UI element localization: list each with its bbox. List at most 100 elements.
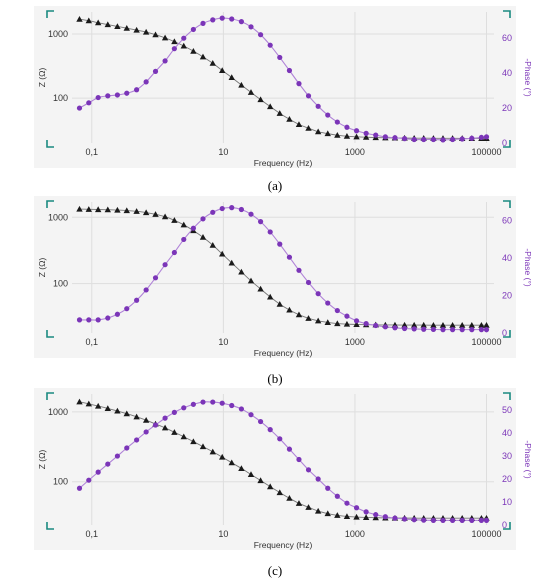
impedance-marker (276, 110, 283, 116)
y2-tick-label: 50 (502, 405, 512, 415)
impedance-marker (94, 402, 102, 409)
impedance-fit-line (79, 18, 487, 139)
phase-marker (334, 307, 340, 314)
phase-marker (86, 100, 92, 106)
impedance-marker (161, 424, 169, 431)
impedance-marker (219, 453, 226, 460)
corner-bracket-bottom-left (46, 140, 54, 148)
impedance-marker (353, 513, 360, 520)
phase-fit-line (79, 207, 487, 331)
impedance-marker (76, 15, 83, 22)
phase-marker (124, 306, 130, 312)
impedance-marker (314, 128, 322, 135)
impedance-marker (305, 125, 312, 131)
impedance-marker (449, 321, 456, 328)
impedance-marker (324, 130, 331, 137)
impedance-marker (483, 321, 490, 328)
impedance-marker (247, 471, 255, 478)
corner-bracket-top-right (503, 200, 511, 208)
y2-tick-label: 0 (502, 138, 507, 148)
corner-bracket-bottom-left (46, 330, 54, 338)
impedance-marker (314, 507, 322, 514)
impedance-marker (295, 500, 303, 506)
phase-marker (353, 318, 360, 324)
impedance-marker (266, 103, 274, 110)
phase-marker (86, 317, 92, 323)
phase-marker (190, 225, 196, 231)
phase-marker (143, 429, 149, 435)
phase-marker (171, 46, 177, 52)
impedance-marker (238, 81, 245, 88)
phase-marker (421, 326, 427, 332)
impedance-marker (353, 321, 360, 328)
phase-marker (219, 205, 225, 212)
impedance-marker (123, 25, 130, 31)
phase-marker (219, 15, 225, 21)
phase-marker (382, 134, 388, 140)
phase-marker (267, 42, 273, 48)
chart-svg-b: 0,1 10 1000 100000 100 1000 0 20 40 60 Frequency (… (37, 200, 533, 358)
x-tick-label: 10 (218, 529, 228, 539)
corner-bracket-top-left (46, 392, 54, 400)
phase-marker (257, 418, 264, 425)
phase-marker (181, 35, 187, 41)
phase-marker (162, 415, 168, 421)
impedance-marker (123, 207, 130, 214)
impedance-marker (276, 489, 283, 496)
x-tick-label: 100000 (471, 147, 501, 157)
phase-marker (76, 105, 83, 111)
impedance-marker (133, 413, 140, 420)
phase-marker (459, 327, 465, 333)
impedance-marker (324, 319, 331, 325)
phase-fit-line (79, 17, 487, 141)
impedance-marker (104, 21, 111, 28)
x-tick-label: 10 (218, 337, 228, 347)
phase-marker (373, 132, 379, 138)
impedance-marker (94, 206, 102, 213)
phase-marker (344, 313, 350, 319)
phase-marker (315, 291, 321, 297)
phase-marker (143, 79, 149, 85)
phase-marker (315, 103, 321, 109)
phase-marker (459, 136, 465, 142)
phase-marker (229, 16, 235, 22)
phase-marker (353, 128, 360, 134)
phase-marker (95, 94, 101, 101)
y-tick-label: 100 (53, 279, 68, 289)
phase-marker (440, 327, 446, 333)
y2-tick-label: 30 (502, 451, 512, 461)
y2-tick-label: 10 (502, 497, 512, 507)
impedance-marker (257, 96, 264, 103)
phase-marker (469, 135, 475, 141)
impedance-marker (362, 134, 370, 140)
impedance-marker (266, 483, 274, 490)
phase-marker (344, 500, 350, 506)
impedance-marker (114, 407, 121, 414)
impedance-marker (85, 206, 92, 212)
impedance-marker (209, 241, 216, 248)
y2-tick-label: 60 (502, 33, 512, 43)
impedance-marker (228, 259, 235, 266)
phase-marker (449, 136, 456, 143)
impedance-marker (190, 438, 197, 445)
phase-marker (162, 58, 168, 64)
phase-marker (411, 136, 417, 143)
impedance-marker (439, 321, 447, 328)
phase-marker (373, 322, 379, 329)
impedance-marker (104, 206, 111, 213)
phase-marker (248, 211, 254, 217)
phase-marker (200, 20, 206, 26)
impedance-marker (199, 443, 207, 450)
phase-marker (105, 461, 111, 467)
phase-marker (315, 476, 321, 482)
impedance-marker (362, 514, 370, 520)
impedance-marker (171, 217, 178, 223)
x-tick-label: 1000 (345, 337, 365, 347)
phase-marker (392, 135, 398, 141)
impedance-marker (324, 510, 331, 517)
phase-marker (296, 267, 302, 273)
impedance-marker (76, 205, 83, 212)
x-axis-title: Frequency (Hz) (254, 540, 313, 550)
impedance-marker (238, 465, 245, 471)
phase-marker (114, 311, 121, 317)
